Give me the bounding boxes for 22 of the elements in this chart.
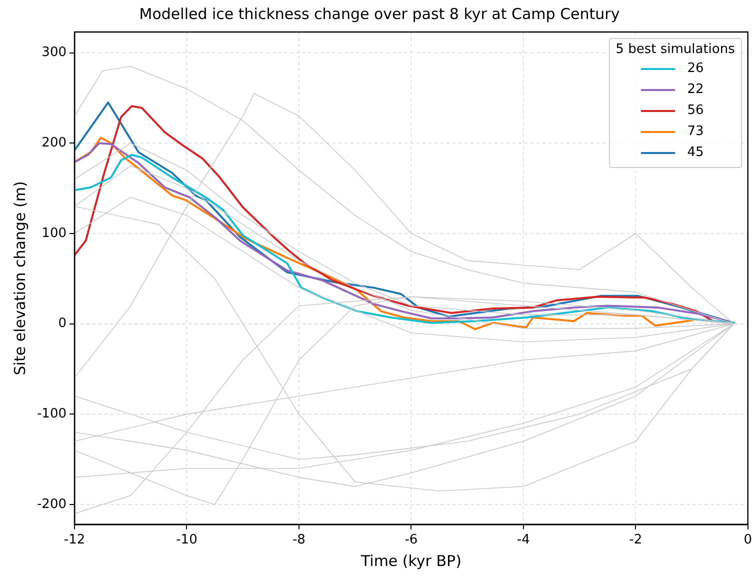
legend-label: 26 <box>687 61 705 76</box>
y-tick-label: 200 <box>42 136 67 151</box>
x-tick-label: -12 <box>64 532 86 548</box>
y-tick-label: -200 <box>36 496 67 512</box>
y-tick-label: 0 <box>58 316 67 332</box>
legend-label: 73 <box>687 124 705 139</box>
chart-title: Modelled ice thickness change over past 8 kyr at Camp Century <box>139 4 620 23</box>
x-tick-label: 0 <box>744 532 752 548</box>
legend-label: 45 <box>687 145 705 160</box>
legend-label: 56 <box>687 103 705 118</box>
x-tick-label: -10 <box>176 532 198 548</box>
y-tick-label: 300 <box>42 45 67 60</box>
legend-label: 22 <box>687 82 705 97</box>
x-tick-label: -4 <box>516 532 530 548</box>
y-tick-label: 100 <box>42 226 67 241</box>
x-tick-label: -8 <box>292 532 306 548</box>
legend-title: 5 best simulations <box>616 42 735 57</box>
y-axis-title: Site elevation change (m) <box>10 181 29 376</box>
x-tick-label: -6 <box>404 532 418 548</box>
y-tick-label: -100 <box>36 406 67 422</box>
x-axis-title: Time (kyr BP) <box>360 552 462 570</box>
x-tick-label: -2 <box>629 532 642 548</box>
